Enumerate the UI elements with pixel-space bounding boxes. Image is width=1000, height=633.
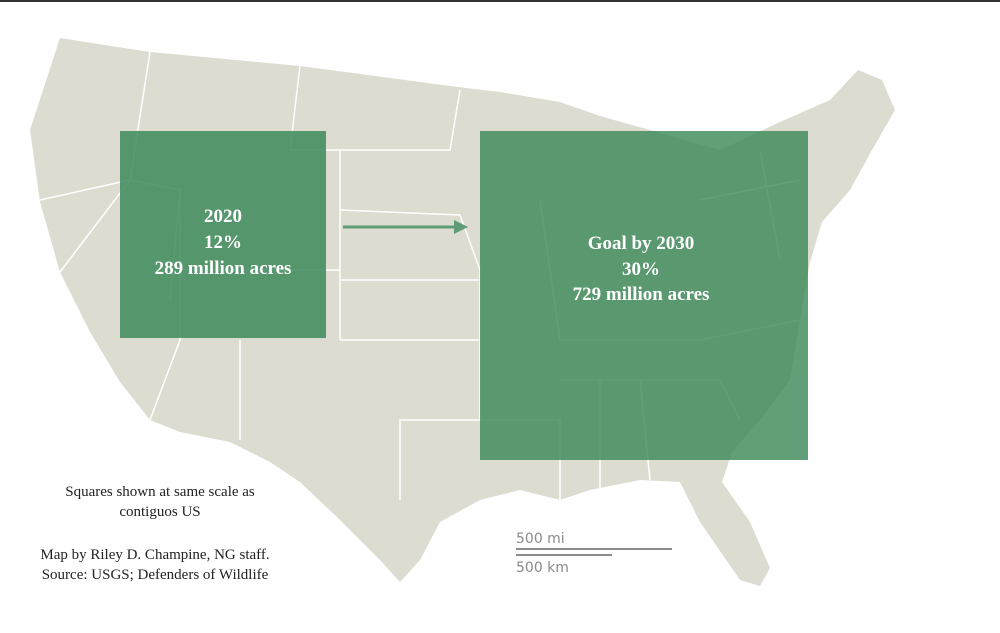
scale-km: 500 km [516,560,569,576]
square-year: 2020 [204,206,242,227]
scale-miles: 500 mi [516,531,565,547]
square-area: 729 million acres [573,284,710,305]
credit: Map by Riley D. Champine, NG staff. Sour… [40,547,270,583]
square-2030 [480,131,808,460]
arrow-head [454,220,468,234]
top-border [0,0,1000,2]
square-percent: 30% [622,259,660,280]
square-2020 [120,131,326,338]
square-year: Goal by 2030 [588,233,695,254]
scale-note: Squares shown at same scale as contiguos… [65,484,255,520]
square-area: 289 million acres [155,258,292,279]
square-percent: 12% [204,232,242,253]
